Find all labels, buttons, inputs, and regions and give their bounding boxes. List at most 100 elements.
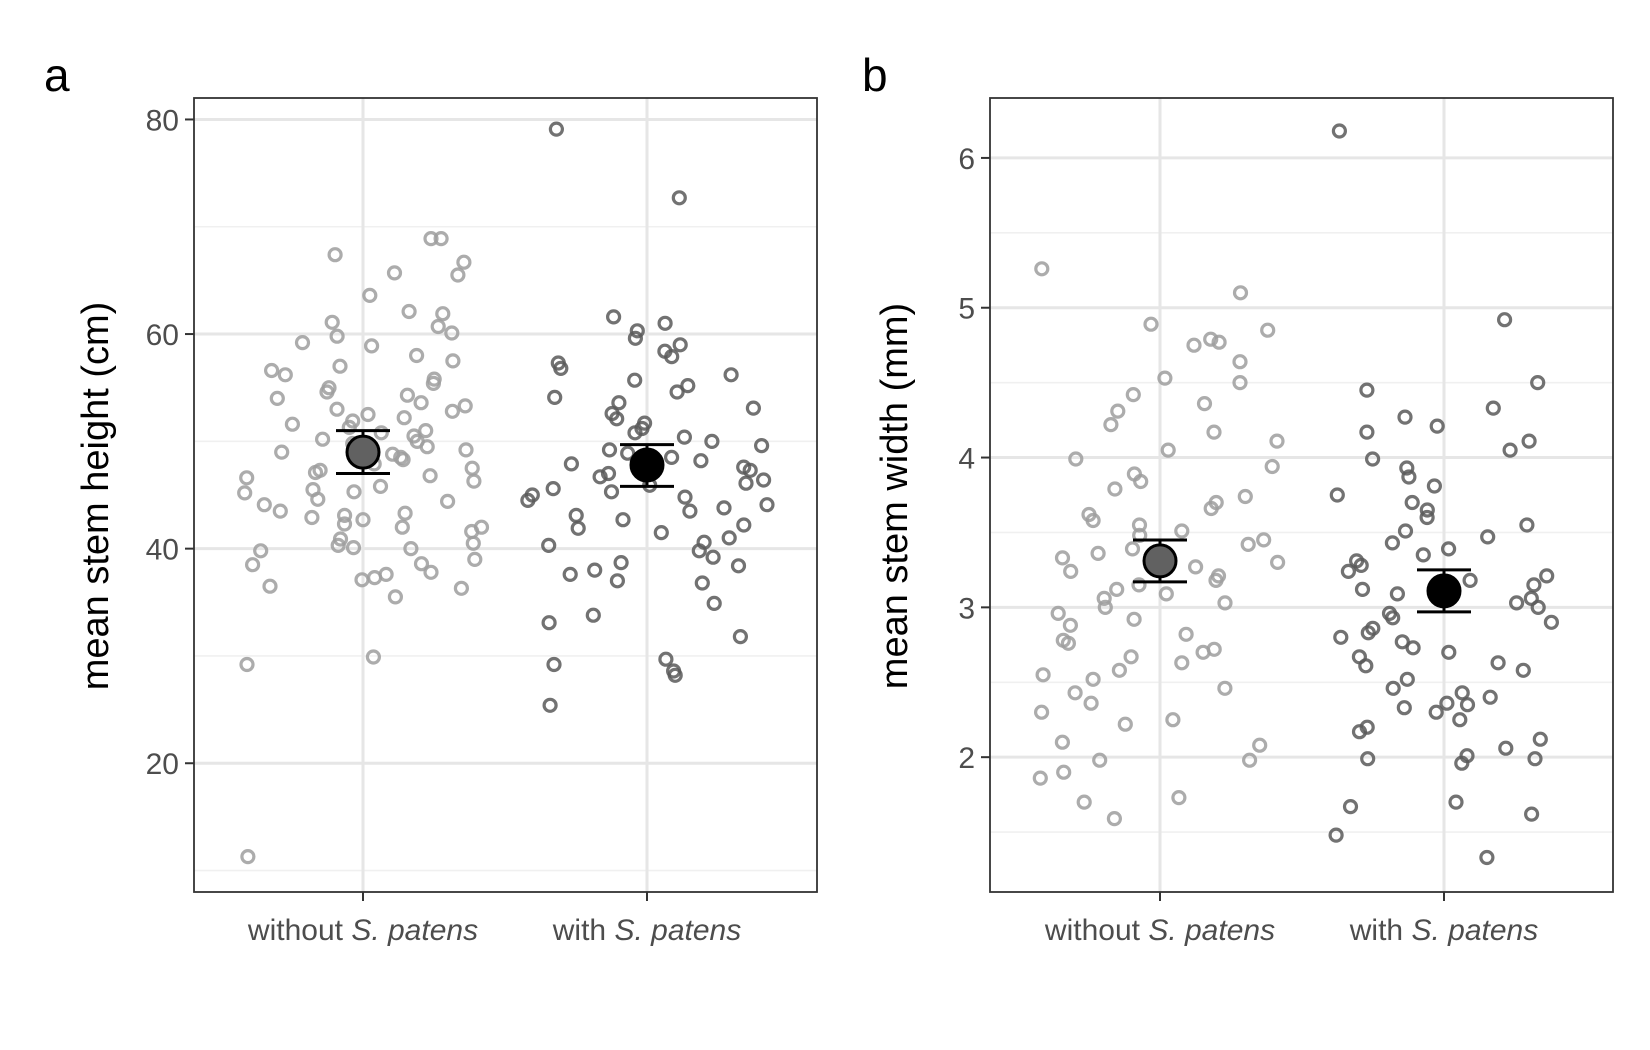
panel-b-data-point (1106, 810, 1123, 827)
panel-b-data-point (1062, 617, 1079, 633)
panel-a-data-point (464, 460, 480, 476)
panel-a-data-point (570, 520, 586, 536)
panel-b-data-point (1419, 509, 1435, 526)
panel-a-y-tick-label: 80 (146, 104, 179, 137)
panel-b-data-point (1032, 770, 1048, 786)
panel-a-data-point (738, 475, 754, 491)
panel-b-data-point (1111, 662, 1128, 678)
panel-a-data-point (620, 445, 636, 461)
panel-a-data-point (705, 549, 721, 565)
panel-b-data-point (1454, 685, 1470, 701)
panel-a-data-point (269, 390, 285, 406)
panel-a-data-point (237, 485, 253, 501)
panel-b-data-point (1428, 704, 1444, 720)
panel-a-data-point (329, 401, 345, 417)
panel-b-data-point (1515, 662, 1531, 678)
panel-b-data-point (1186, 337, 1202, 353)
panel-a-data-point (433, 231, 449, 247)
panel-b-data-point (1389, 586, 1406, 602)
panel-a-data-point (541, 537, 557, 554)
panel-b-data-point (1405, 640, 1421, 656)
panel-b-data-point (1340, 563, 1357, 580)
panel-b-data-point (1131, 577, 1147, 593)
panel-b-data-point (1351, 649, 1368, 665)
panel-a-data-point (426, 371, 442, 387)
panel-b-data-point (1107, 481, 1123, 497)
panel-a-data-point (418, 423, 434, 439)
panel-a-data-point (378, 566, 394, 583)
panel-b-data-point (1237, 488, 1253, 505)
panel-a-data-point (373, 425, 389, 441)
panel-b-data-point (1165, 712, 1181, 728)
panel-b-data-point (1419, 502, 1435, 518)
panel-b-y-tick-label: 2 (958, 742, 975, 775)
panel-a-data-point (409, 347, 425, 364)
panel-b-data-point (1217, 595, 1233, 611)
panel-a-data-point (694, 575, 710, 591)
panel-a-data-point (587, 562, 603, 578)
panel-a-data-point (423, 564, 439, 580)
panel-b-data-point (1126, 466, 1143, 482)
panel-b-data-point (1526, 577, 1542, 593)
panel-b-data-point (1397, 523, 1414, 539)
panel-a-data-point (332, 531, 349, 547)
panel-a-data-point (563, 456, 580, 472)
panel-b-data-point (1328, 827, 1344, 843)
panel-b-data-point (1187, 559, 1204, 575)
panel-b-data-point (1056, 764, 1072, 780)
panel-b-data-point (1539, 568, 1555, 584)
panel-a-data-point (401, 303, 417, 320)
panel-a-data-point (545, 481, 561, 497)
panel-b-data-point (1109, 581, 1125, 598)
panel-b-data-point (1174, 523, 1190, 539)
panel-b-x-tick-label: without S. patens (1044, 914, 1275, 947)
panel-a-data-point (627, 330, 644, 346)
panel-b-data-point (1068, 451, 1084, 467)
panel-b-data-point (1124, 541, 1141, 557)
panel-a-data-point (387, 589, 403, 605)
panel-a-data-point (665, 663, 682, 679)
panel-b-data-point (1479, 849, 1495, 866)
panel-a-data-point (755, 472, 772, 488)
panel-b-data-point (1490, 655, 1506, 671)
panel-a-data-point (629, 323, 645, 339)
panel-a-data-point (305, 482, 321, 498)
panel-a-y-tick-label: 60 (146, 319, 179, 352)
panel-a-data-point (753, 438, 770, 454)
panel-b-data-point (1211, 334, 1227, 350)
panel-a: a 20 40 60 80 without S. patens with S. paten… (44, 49, 818, 947)
panel-a-data-point (264, 362, 280, 379)
panel-a-data-point (240, 848, 256, 865)
panel-b-data-point (1384, 535, 1401, 551)
panel-a-data-point (457, 398, 473, 414)
panel-a-data-point (466, 473, 482, 489)
panel-b-data-point (1498, 740, 1514, 756)
panel-a-frame (193, 97, 818, 893)
panel-a-data-point (568, 507, 584, 524)
panel-a-y-tick-label: 40 (146, 534, 179, 567)
panel-a-data-point (562, 566, 578, 583)
panel-b-data-point (1459, 697, 1476, 713)
panel-a-data-point (346, 484, 362, 500)
panel-a-data-point (657, 343, 673, 359)
panel-a-data-point (245, 557, 261, 573)
panel-b-data-point (1399, 671, 1415, 687)
panel-b-data-point (1523, 590, 1539, 607)
panel-a-data-point (372, 478, 389, 494)
panel-b-data-point (1090, 545, 1106, 562)
panel-b-data-point (1381, 605, 1398, 622)
panel-a-data-point (329, 328, 345, 344)
panel-b-y-tick-label: 5 (958, 293, 975, 326)
panel-a-data-point (312, 462, 328, 478)
panel-a-data-point (653, 524, 669, 541)
panel-b-data-point (1110, 403, 1126, 419)
panel-b-data-point (1034, 261, 1050, 277)
panel-a-data-point (603, 484, 620, 500)
panel-a-data-point (759, 497, 775, 513)
panel-a-data-point (716, 500, 732, 516)
panel-b-data-point (1081, 506, 1097, 523)
panel-a-data-point (403, 540, 419, 557)
panel-a-data-point (336, 516, 353, 532)
panel-b-data-point (1521, 433, 1537, 449)
panel-a-data-point (613, 554, 629, 571)
